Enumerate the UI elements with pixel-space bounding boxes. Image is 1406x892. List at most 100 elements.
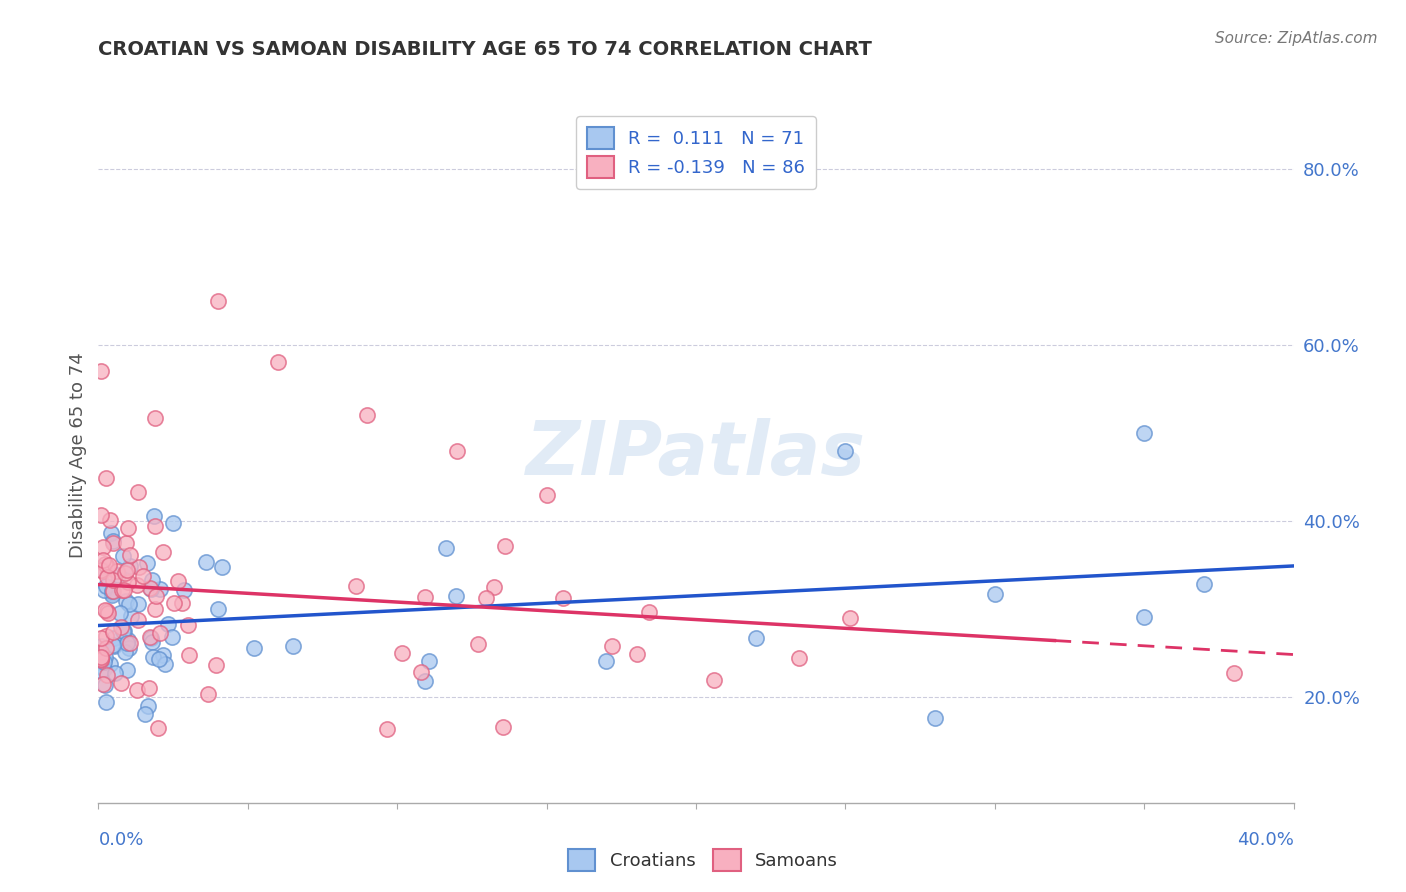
Point xyxy=(111,624,134,638)
Point xyxy=(145,589,167,603)
Point xyxy=(100,657,122,671)
Point xyxy=(103,638,125,652)
Point xyxy=(108,606,131,620)
Point xyxy=(413,590,436,604)
Point xyxy=(117,575,139,590)
Point xyxy=(1223,666,1246,681)
Point xyxy=(170,595,193,609)
Point xyxy=(90,649,112,664)
Point xyxy=(149,582,172,596)
Point xyxy=(494,539,516,553)
Point xyxy=(93,655,115,669)
Point xyxy=(96,558,118,573)
Point xyxy=(91,553,114,567)
Point xyxy=(626,647,648,661)
Point xyxy=(132,569,155,583)
Point xyxy=(138,582,160,596)
Point xyxy=(391,646,413,660)
Y-axis label: Disability Age 65 to 74: Disability Age 65 to 74 xyxy=(69,352,87,558)
Point xyxy=(148,652,170,666)
Point xyxy=(91,541,114,555)
Point xyxy=(125,682,148,697)
Point xyxy=(93,661,115,675)
Point xyxy=(553,591,575,605)
Point xyxy=(94,579,117,593)
Point xyxy=(139,630,162,644)
Point xyxy=(602,640,624,654)
Point xyxy=(90,563,112,577)
Point xyxy=(638,605,661,619)
Point xyxy=(117,633,139,648)
Point xyxy=(983,587,1005,601)
Point xyxy=(127,484,149,499)
Point xyxy=(153,657,176,672)
Point xyxy=(115,563,138,577)
Point xyxy=(110,676,132,690)
Point xyxy=(118,559,141,574)
Point xyxy=(834,443,856,458)
Point xyxy=(114,566,136,581)
Point xyxy=(143,519,166,533)
Point xyxy=(117,641,139,656)
Point xyxy=(205,658,228,673)
Point xyxy=(142,650,165,665)
Point xyxy=(595,654,617,668)
Point xyxy=(344,579,367,593)
Point xyxy=(128,560,150,574)
Point xyxy=(101,586,124,600)
Point xyxy=(242,640,264,655)
Point xyxy=(281,639,304,653)
Point xyxy=(125,578,148,592)
Point xyxy=(90,631,112,645)
Point xyxy=(98,558,121,573)
Point xyxy=(90,665,112,679)
Point xyxy=(152,648,174,663)
Point xyxy=(745,631,768,645)
Point xyxy=(418,655,440,669)
Point xyxy=(90,645,112,659)
Point xyxy=(149,625,172,640)
Point xyxy=(444,589,467,603)
Point xyxy=(143,411,166,425)
Point xyxy=(838,611,860,625)
Point xyxy=(143,601,166,615)
Point xyxy=(1133,425,1156,440)
Point xyxy=(94,650,117,665)
Point xyxy=(94,603,117,617)
Point xyxy=(197,687,219,701)
Point xyxy=(104,666,127,681)
Point xyxy=(96,695,118,709)
Point xyxy=(127,613,149,627)
Point xyxy=(103,583,125,598)
Point xyxy=(156,617,179,632)
Point xyxy=(98,513,121,527)
Point xyxy=(94,678,117,692)
Point xyxy=(924,711,946,725)
Point xyxy=(141,635,163,649)
Point xyxy=(536,487,558,501)
Point xyxy=(96,604,118,618)
Point xyxy=(787,651,810,665)
Point xyxy=(90,653,112,667)
Point xyxy=(112,549,135,563)
Point xyxy=(94,471,117,485)
Text: CROATIAN VS SAMOAN DISABILITY AGE 65 TO 74 CORRELATION CHART: CROATIAN VS SAMOAN DISABILITY AGE 65 TO … xyxy=(98,40,872,59)
Point xyxy=(117,520,139,534)
Point xyxy=(115,594,138,608)
Text: 40.0%: 40.0% xyxy=(1237,830,1294,848)
Point xyxy=(101,573,124,587)
Point xyxy=(111,583,134,598)
Point xyxy=(90,647,112,661)
Point xyxy=(115,636,138,650)
Text: ZIPatlas: ZIPatlas xyxy=(526,418,866,491)
Point xyxy=(152,544,174,558)
Point xyxy=(103,631,125,645)
Point xyxy=(167,574,190,589)
Point xyxy=(434,541,457,556)
Point xyxy=(96,640,118,655)
Point xyxy=(96,667,118,681)
Point xyxy=(467,638,489,652)
Point xyxy=(101,536,124,550)
Point xyxy=(110,620,132,634)
Point xyxy=(484,580,506,594)
